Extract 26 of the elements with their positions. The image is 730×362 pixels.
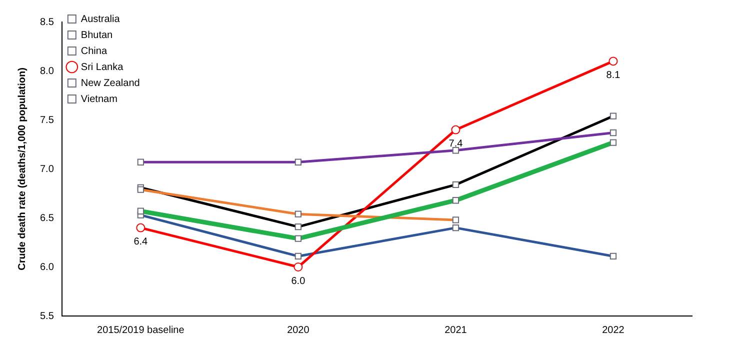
y-tick-label: 6.0 — [40, 262, 54, 273]
data-label: 8.1 — [606, 70, 621, 81]
y-tick-label: 6.5 — [40, 212, 54, 224]
x-tick-label: 2022 — [602, 324, 625, 336]
legend-label: Australia — [80, 14, 120, 25]
data-label: 6.4 — [134, 236, 148, 248]
legend-label: Sri Lanka — [80, 62, 124, 73]
legend-label: China — [80, 46, 108, 57]
data-label: 7.4 — [448, 138, 464, 150]
x-tick-label: 2015/2019 baseline — [97, 324, 185, 336]
y-tick-label: 8.0 — [40, 66, 54, 77]
point — [136, 223, 146, 232]
y-axis-title: Crude death rate (deaths/1,000 population) — [16, 68, 28, 270]
y-tick-label: 7.0 — [40, 164, 54, 175]
y-tick-label: 8.5 — [40, 16, 54, 28]
x-tick-label: 2020 — [287, 324, 310, 336]
data-label: 6.0 — [291, 276, 306, 287]
legend-label: Vietnam — [80, 94, 118, 105]
point — [294, 262, 303, 272]
point — [608, 56, 618, 66]
x-tick-label: 2021 — [444, 324, 468, 336]
legend-label: New Zealand — [80, 78, 140, 89]
legend-label: Bhutan — [80, 30, 113, 41]
point — [451, 125, 460, 134]
y-tick-label: 5.5 — [40, 310, 54, 322]
y-tick-label: 7.5 — [40, 114, 54, 126]
